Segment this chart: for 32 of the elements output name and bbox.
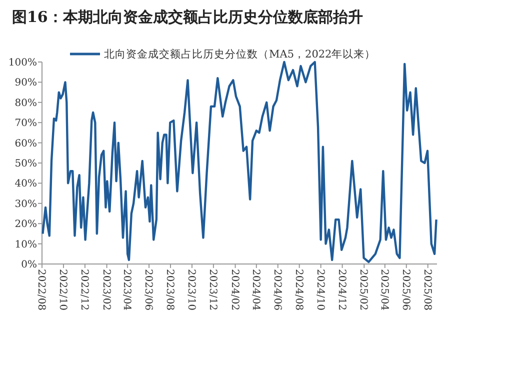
chart-title: 图16：本期北向资金成交额占比历史分位数底部抬升 bbox=[12, 8, 363, 26]
y-tick-label: 40% bbox=[14, 178, 37, 190]
x-tick-label: 2024/08 bbox=[292, 269, 304, 311]
x-tick-label: 2025/04 bbox=[378, 269, 390, 311]
legend-label: 北向资金成交额占比历史分位数（MA5，2022年以来） bbox=[104, 48, 376, 61]
x-tick-label: 2024/02 bbox=[228, 269, 240, 311]
x-tick-label: 2025/02 bbox=[358, 269, 369, 311]
y-tick-label: 50% bbox=[14, 158, 37, 170]
x-tick-label: 2025/06 bbox=[400, 269, 411, 311]
x-tick-label: 2025/08 bbox=[421, 269, 432, 311]
x-tick-label: 2024/10 bbox=[314, 269, 326, 311]
x-tick-label: 2024/12 bbox=[336, 269, 347, 311]
y-tick-label: 80% bbox=[14, 98, 37, 109]
x-tick-label: 2023/06 bbox=[142, 269, 154, 311]
y-tick-label: 90% bbox=[14, 78, 37, 89]
x-tick-label: 2022/12 bbox=[78, 269, 90, 311]
y-tick-label: 70% bbox=[14, 118, 37, 130]
y-tick-label: 30% bbox=[14, 198, 37, 210]
y-tick-label: 10% bbox=[14, 239, 37, 250]
x-tick-label: 2023/04 bbox=[121, 269, 132, 311]
y-tick-label: 60% bbox=[14, 138, 37, 150]
x-tick-label: 2024/06 bbox=[271, 269, 282, 311]
y-tick-label: 0% bbox=[21, 260, 37, 270]
x-tick-label: 2023/10 bbox=[185, 269, 196, 311]
x-tick-label: 2022/08 bbox=[36, 269, 46, 311]
y-tick-label: 100% bbox=[8, 58, 37, 68]
x-tick-label: 2024/04 bbox=[250, 269, 261, 311]
x-tick-label: 2023/12 bbox=[206, 269, 218, 311]
x-tick-label: 2023/02 bbox=[100, 269, 112, 311]
x-tick-label: 2022/10 bbox=[56, 269, 68, 311]
x-tick-label: 2023/08 bbox=[164, 269, 175, 311]
y-tick-label: 20% bbox=[14, 219, 37, 230]
